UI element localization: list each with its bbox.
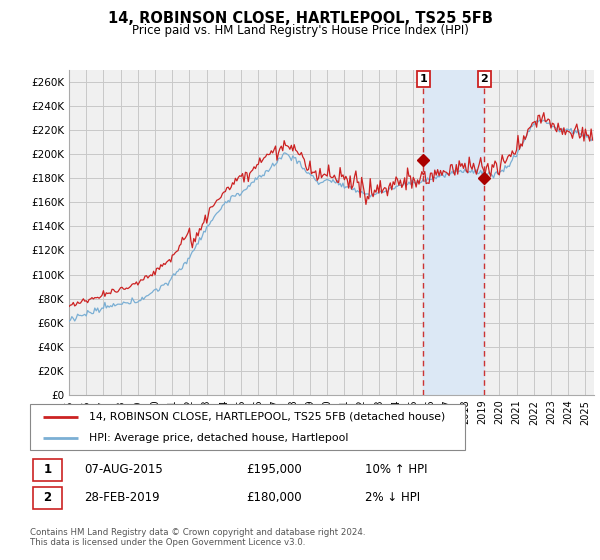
Text: 07-AUG-2015: 07-AUG-2015 (84, 463, 163, 477)
FancyBboxPatch shape (30, 404, 465, 450)
Text: Contains HM Land Registry data © Crown copyright and database right 2024.
This d: Contains HM Land Registry data © Crown c… (30, 528, 365, 547)
Text: £195,000: £195,000 (246, 463, 302, 477)
Text: 28-FEB-2019: 28-FEB-2019 (84, 491, 160, 505)
Text: 10% ↑ HPI: 10% ↑ HPI (365, 463, 427, 477)
Text: HPI: Average price, detached house, Hartlepool: HPI: Average price, detached house, Hart… (89, 433, 348, 443)
Text: 2: 2 (481, 74, 488, 84)
Text: £180,000: £180,000 (246, 491, 302, 505)
Text: 1: 1 (43, 463, 52, 477)
Text: 14, ROBINSON CLOSE, HARTLEPOOL, TS25 5FB: 14, ROBINSON CLOSE, HARTLEPOOL, TS25 5FB (107, 11, 493, 26)
FancyBboxPatch shape (33, 459, 62, 480)
Text: 14, ROBINSON CLOSE, HARTLEPOOL, TS25 5FB (detached house): 14, ROBINSON CLOSE, HARTLEPOOL, TS25 5FB… (89, 412, 445, 422)
Text: 2: 2 (43, 491, 52, 505)
Bar (423, 70, 484, 395)
Text: Price paid vs. HM Land Registry's House Price Index (HPI): Price paid vs. HM Land Registry's House … (131, 24, 469, 36)
Text: 1: 1 (419, 74, 427, 84)
FancyBboxPatch shape (33, 487, 62, 508)
Text: 2% ↓ HPI: 2% ↓ HPI (365, 491, 420, 505)
